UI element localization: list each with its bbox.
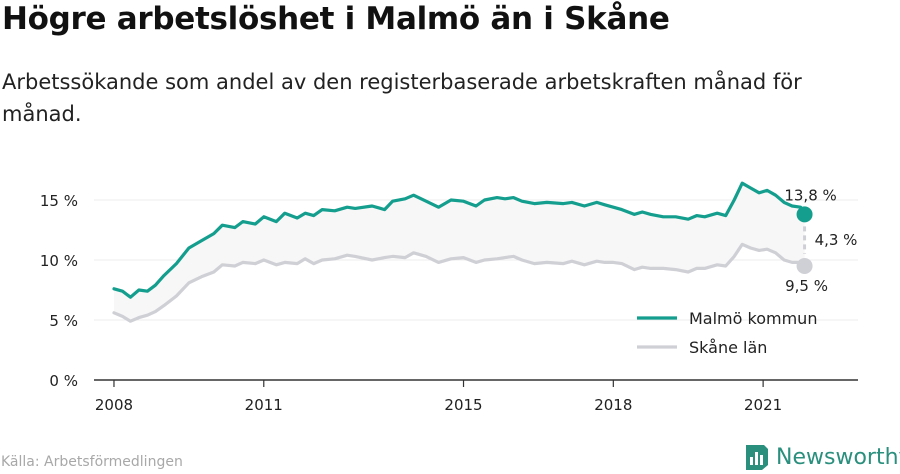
x-tick-label: 2015 xyxy=(444,396,482,414)
legend-label-malmo: Malmö kommun xyxy=(689,309,817,328)
chart-title: Högre arbetslöshet i Malmö än i Skåne xyxy=(2,1,670,37)
skane-end-marker xyxy=(796,258,813,274)
malmo-end-marker xyxy=(796,206,813,223)
malmo-end-label: 13,8 % xyxy=(784,186,836,204)
series-lines xyxy=(112,181,807,323)
difference-label: 4,3 % xyxy=(815,231,858,249)
source-note: Källa: Arbetsförmedlingen xyxy=(1,454,183,470)
x-tick-label: 2011 xyxy=(245,396,283,414)
difference-band xyxy=(113,183,805,322)
legend-label-skane: Skåne län xyxy=(689,338,767,357)
x-tick-label: 2021 xyxy=(744,396,782,414)
x-axis: 2008 2011 2015 2018 2021 xyxy=(95,380,782,414)
newsworthy-logo-icon xyxy=(746,445,768,470)
y-axis: 0 % 5 % 10 % 15 % xyxy=(40,192,858,390)
end-markers: 13,8 % 9,5 % 4,3 % xyxy=(784,186,857,295)
y-tick-label: 15 % xyxy=(40,192,78,210)
chart-subtitle: Arbetssökande som andel av den registerb… xyxy=(2,70,802,126)
skane-lan-line xyxy=(112,242,807,323)
malmo-kommun-line xyxy=(112,181,807,299)
x-tick-label: 2008 xyxy=(95,396,133,414)
difference-band-area xyxy=(113,183,805,322)
brand-name: Newsworthy xyxy=(776,444,900,470)
newsworthy-logo[interactable]: Newsworthy xyxy=(743,441,900,473)
legend: Malmö kommun Skåne län xyxy=(637,309,817,357)
skane-end-label: 9,5 % xyxy=(785,277,828,295)
y-tick-label: 5 % xyxy=(49,312,78,330)
y-tick-label: 10 % xyxy=(40,252,78,270)
y-tick-label: 0 % xyxy=(49,372,78,390)
x-tick-label: 2018 xyxy=(594,396,632,414)
